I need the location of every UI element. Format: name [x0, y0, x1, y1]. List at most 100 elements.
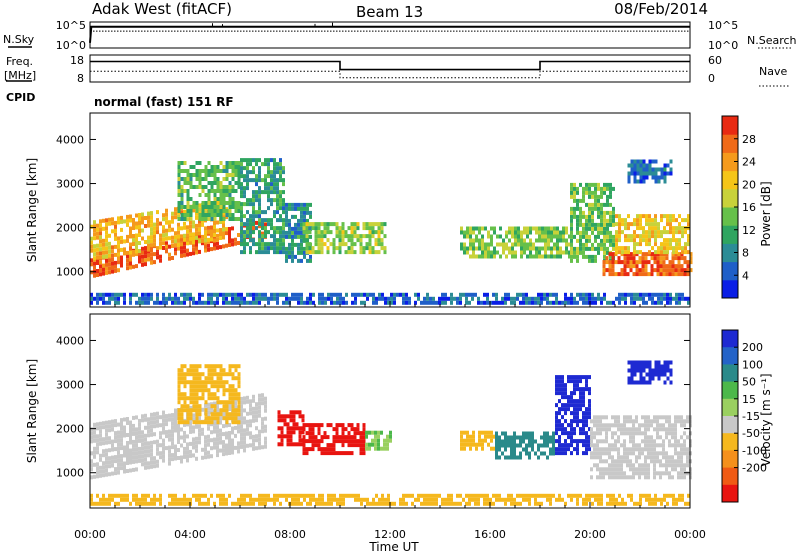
range-cell [618, 222, 621, 227]
range-cell [486, 501, 489, 506]
range-cell [177, 173, 181, 177]
range-cell [623, 431, 626, 436]
range-cell [302, 451, 306, 456]
range-cell [645, 167, 649, 172]
range-cell [615, 222, 618, 227]
range-cell [338, 435, 342, 440]
range-cell [300, 300, 303, 305]
range-cell [258, 158, 261, 163]
range-cell [216, 376, 220, 381]
range-cell [636, 167, 640, 172]
range-cell [363, 300, 366, 305]
range-cell [490, 234, 493, 239]
range-cell [335, 222, 339, 227]
range-cell [487, 442, 490, 447]
range-cell [335, 427, 339, 432]
range-cell [666, 376, 670, 381]
range-cell [150, 256, 153, 261]
range-cell [597, 234, 600, 239]
range-cell [280, 430, 284, 435]
range-cell [657, 246, 660, 251]
range-cell [213, 300, 216, 305]
range-cell [147, 433, 150, 438]
range-cell [195, 444, 198, 449]
range-cell [150, 223, 153, 228]
range-cell [282, 218, 285, 223]
range-cell [210, 237, 213, 242]
range-cell [549, 439, 552, 444]
range-cell [132, 222, 135, 226]
range-cell [629, 475, 632, 480]
range-cell [605, 447, 608, 452]
range-cell [183, 493, 186, 498]
range-cell [252, 190, 255, 195]
range-cell [381, 292, 384, 297]
range-cell [177, 436, 180, 440]
range-cell [639, 218, 642, 223]
range-cell [198, 440, 201, 445]
range-cell [511, 246, 514, 251]
range-cell [219, 412, 223, 417]
range-cell [651, 292, 654, 297]
range-cell [267, 170, 270, 175]
range-cell [141, 212, 144, 217]
range-cell [591, 300, 594, 305]
range-cell [570, 391, 573, 396]
range-cell [564, 300, 567, 305]
range-cell [198, 177, 202, 181]
range-cell [663, 360, 667, 365]
range-cell [231, 404, 235, 409]
range-cell [614, 463, 617, 468]
range-cell [608, 427, 611, 432]
range-cell [99, 227, 102, 232]
range-cell [585, 493, 588, 498]
range-cell [570, 427, 573, 432]
range-cell [447, 501, 450, 506]
range-cell [201, 222, 204, 227]
range-cell [297, 206, 300, 211]
range-cell [138, 426, 141, 431]
range-cell [656, 415, 659, 420]
range-cell [677, 252, 681, 257]
range-cell [252, 218, 255, 223]
range-cell [657, 300, 660, 305]
range-cell [345, 300, 348, 305]
range-cell [651, 159, 655, 164]
power-colorbar-tick-label: 8 [742, 247, 749, 260]
range-cell [90, 270, 93, 275]
range-cell [514, 238, 517, 243]
range-cell [627, 175, 631, 180]
range-cell [261, 190, 264, 195]
range-cell [201, 396, 205, 401]
range-cell [171, 457, 174, 462]
range-cell [198, 193, 202, 197]
range-cell [636, 250, 639, 255]
range-cell [105, 246, 108, 251]
range-cell [213, 169, 217, 173]
range-cell [588, 234, 591, 239]
range-cell [186, 368, 190, 373]
ytick-label: 2000 [56, 423, 84, 436]
range-cell [510, 493, 513, 498]
range-cell [585, 419, 588, 424]
range-cell [174, 211, 177, 216]
range-cell [677, 264, 681, 269]
range-cell [210, 213, 214, 217]
range-cell [276, 226, 279, 231]
range-cell [362, 250, 366, 255]
range-cell [534, 497, 537, 502]
range-cell [644, 415, 647, 420]
range-cell [620, 272, 624, 277]
range-cell [177, 380, 181, 385]
range-cell [627, 214, 630, 219]
range-cell [120, 426, 123, 430]
range-cell [653, 459, 656, 464]
range-cell [219, 201, 223, 205]
range-cell [286, 422, 290, 427]
range-cell [377, 446, 380, 451]
range-cell [662, 272, 666, 277]
range-cell [264, 234, 267, 239]
range-cell [317, 222, 321, 227]
range-cell [620, 475, 623, 480]
range-cell [423, 296, 426, 301]
